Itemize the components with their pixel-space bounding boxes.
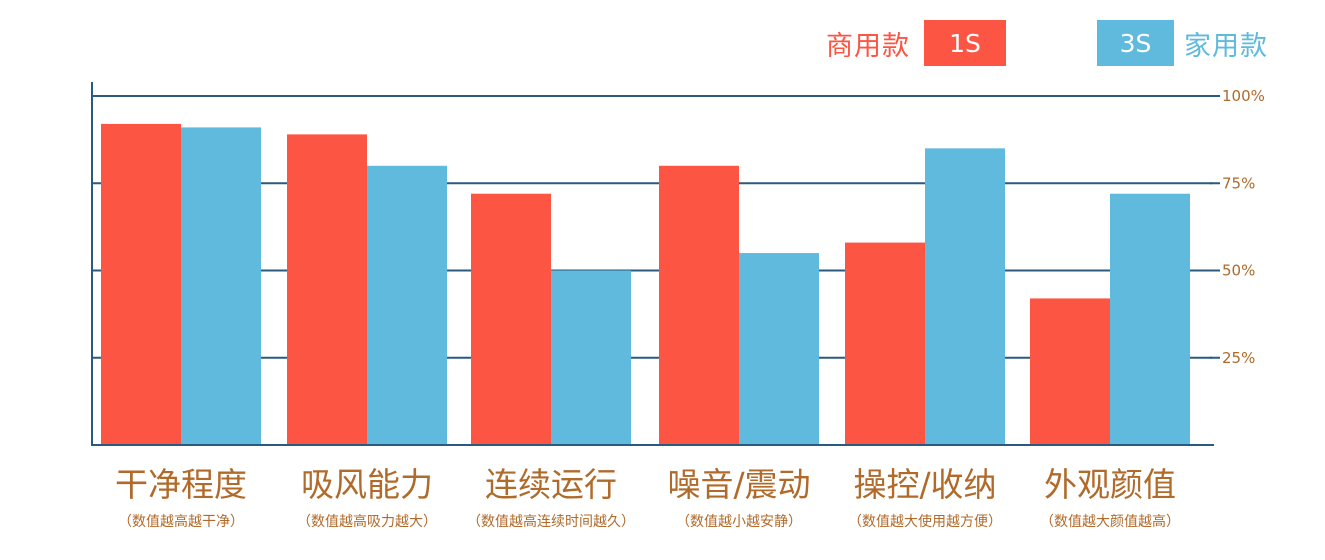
category-1: 吸风能力 （数值越高吸力越大）: [272, 464, 462, 532]
legend-swatch-1s: 1S: [924, 20, 1006, 66]
category-note: （数值越高连续时间越久）: [467, 514, 635, 530]
category-label: 干净程度: [115, 465, 247, 504]
bar-3s-0: [181, 127, 261, 445]
legend-1s: 商用款 1S: [826, 20, 1006, 66]
category-2: 连续运行 （数值越高连续时间越久）: [456, 464, 646, 532]
legend-3s: 3S 家用款: [1097, 20, 1268, 66]
bar-1s-5: [1030, 298, 1110, 445]
bar-3s-1: [367, 165, 447, 446]
y-tick-label-50: 50%: [1222, 262, 1255, 280]
bar-1s-1: [287, 134, 367, 445]
legend-label-commercial: 商用款: [826, 30, 910, 62]
legend-swatch-3s: 3S: [1097, 20, 1174, 66]
category-note: （数值越小越安静）: [676, 514, 802, 530]
category-label: 连续运行: [485, 465, 617, 504]
category-label: 外观颜值: [1044, 465, 1176, 504]
y-tick-label-100: 100%: [1222, 87, 1265, 105]
category-5: 外观颜值 （数值越大颜值越高）: [1015, 464, 1205, 532]
category-label: 吸风能力: [301, 465, 433, 504]
bar-3s-5: [1110, 193, 1190, 445]
bar-1s-2: [471, 193, 551, 445]
bar-3s-3: [739, 253, 819, 445]
bar-3s-4: [925, 148, 1005, 445]
bar-1s-3: [659, 165, 739, 446]
category-label: 噪音/震动: [667, 465, 811, 504]
bar-1s-0: [101, 123, 181, 446]
y-tick-label-25: 25%: [1222, 349, 1255, 367]
category-note: （数值越高吸力越大）: [297, 514, 437, 530]
category-note: （数值越高越干净）: [118, 514, 244, 530]
y-tick-label-75: 75%: [1222, 174, 1255, 192]
category-note: （数值越大使用越方便）: [848, 514, 1002, 530]
category-note: （数值越大颜值越高）: [1040, 514, 1180, 530]
category-3: 噪音/震动 （数值越小越安静）: [644, 464, 834, 532]
bar-3s-2: [551, 270, 631, 445]
category-0: 干净程度 （数值越高越干净）: [86, 464, 276, 532]
category-4: 操控/收纳 （数值越大使用越方便）: [830, 464, 1020, 532]
category-label: 操控/收纳: [853, 465, 997, 504]
bar-chart: 25% 50% 75% 100%: [91, 82, 1265, 446]
bar-1s-4: [845, 242, 925, 445]
legend-label-home: 家用款: [1184, 30, 1268, 62]
